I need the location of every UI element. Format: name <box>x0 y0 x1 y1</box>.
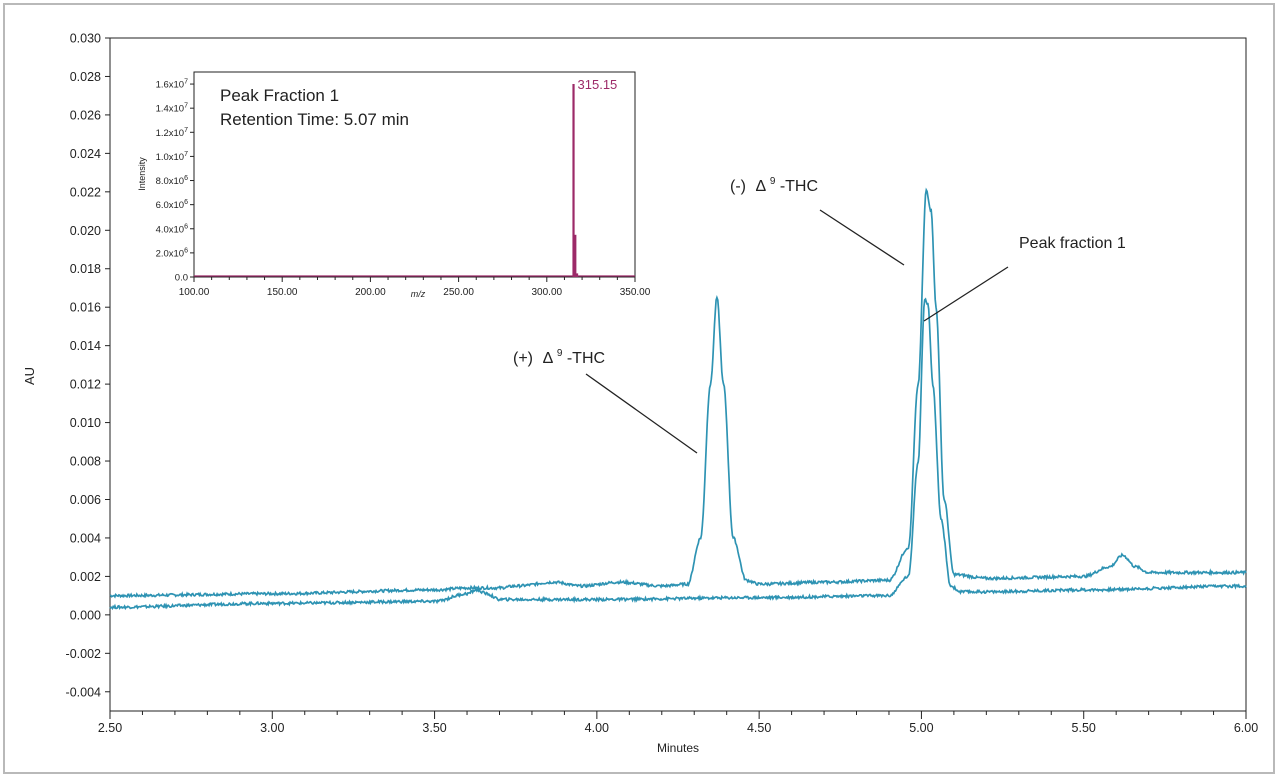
inset-x-tick-label: 350.00 <box>620 287 651 298</box>
main-y-tick-label: 0.008 <box>70 455 101 469</box>
annotation-plus-delta: Δ <box>543 350 554 367</box>
inset-y-tick-label: 2.0x106 <box>156 247 189 259</box>
main-x-tick-label: 4.00 <box>585 721 609 735</box>
figure-frame: -0.004 -0.002 0.000 0.002 0.004 0.006 0.008 0.0… <box>3 3 1275 774</box>
inset-y-tick-label: 4.0x106 <box>156 223 189 235</box>
annotation-plus-sup: 9 <box>557 348 563 359</box>
inset-y-tick-label: 1.2x107 <box>156 127 189 139</box>
main-series-group <box>109 187 1247 611</box>
inset-y-tick-base: 0.0 <box>175 273 188 284</box>
main-x-tick-label: 3.50 <box>422 721 446 735</box>
inset-y-tick-base: 2.0x10 <box>156 248 185 259</box>
main-x-axis-label: Minutes <box>657 741 699 755</box>
main-y-tick-label: -0.002 <box>66 647 101 661</box>
inset-y-tick-exp: 6 <box>184 175 188 182</box>
inset-x-axis: 100.00 150.00 200.00 250.00 300.00 350.00 <box>179 277 651 298</box>
main-y-tick-label: 0.028 <box>70 70 101 84</box>
inset-y-tick-exp: 7 <box>184 151 188 158</box>
inset-title-line1: Peak Fraction 1 <box>220 86 339 105</box>
main-x-tick-label: 5.00 <box>909 721 933 735</box>
main-y-tick-label: 0.026 <box>70 108 101 122</box>
main-x-tick-label: 5.50 <box>1072 721 1096 735</box>
annotation-minus-thc-text: -THC <box>780 178 818 195</box>
inset-y-axis: 0.02.0x1064.0x1066.0x1068.0x1061.0x1071.… <box>156 79 194 284</box>
inset-y-tick-exp: 6 <box>184 223 188 230</box>
main-y-tick-label: 0.002 <box>70 570 101 584</box>
inset-x-tick-label: 150.00 <box>267 287 298 298</box>
annotation-minus-delta: Δ <box>756 178 767 195</box>
main-y-tick-label: 0.030 <box>70 32 101 46</box>
main-series-line <box>109 297 1247 611</box>
annotation-minus-thc: (-) Δ 9 -THC <box>730 171 905 266</box>
inset-y-tick-base: 1.2x10 <box>156 128 185 139</box>
main-y-tick-label: 0.000 <box>70 608 101 622</box>
inset-y-tick-exp: 6 <box>184 247 188 254</box>
inset-peak-label: 315.15 <box>578 77 618 92</box>
inset-y-tick-label: 8.0x106 <box>156 175 189 187</box>
inset-mass-spectrum: 0.02.0x1064.0x1066.0x1068.0x1061.0x1071.… <box>137 55 651 301</box>
annotation-minus-leader <box>819 209 905 266</box>
inset-y-tick-exp: 6 <box>184 199 188 206</box>
inset-y-tick-base: 1.0x10 <box>156 152 185 163</box>
main-y-tick-label: 0.004 <box>70 531 101 545</box>
inset-y-tick-exp: 7 <box>184 103 188 110</box>
annotation-peak-fraction-leader <box>923 266 1009 322</box>
annotation-peak-fraction: Peak fraction 1 <box>923 235 1126 322</box>
chromatogram-chart: -0.004 -0.002 0.000 0.002 0.004 0.006 0.008 0.0… <box>22 32 1258 756</box>
inset-title-line2: Retention Time: 5.07 min <box>220 110 409 129</box>
main-y-tick-label: 0.024 <box>70 147 101 161</box>
inset-y-tick-label: 1.4x107 <box>156 103 189 115</box>
annotation-minus-prefix: (-) <box>730 178 746 195</box>
main-y-axis: -0.004 -0.002 0.000 0.002 0.004 0.006 0.008 0.0… <box>66 32 110 699</box>
inset-y-tick-base: 6.0x10 <box>156 200 185 211</box>
main-x-axis: 2.50 3.00 3.50 4.00 4.50 5.00 5.50 6.00 <box>98 711 1258 735</box>
annotation-plus-leader <box>585 373 698 454</box>
inset-y-tick-exp: 7 <box>184 79 188 86</box>
main-x-tick-label: 2.50 <box>98 721 122 735</box>
annotation-minus-sup: 9 <box>770 176 776 187</box>
inset-x-tick-label: 300.00 <box>532 287 563 298</box>
main-x-tick-label: 4.50 <box>747 721 771 735</box>
inset-y-tick-label: 1.0x107 <box>156 151 189 163</box>
inset-x-tick-label: 250.00 <box>443 287 474 298</box>
inset-y-tick-label: 0.0 <box>175 273 188 284</box>
main-x-tick-label: 6.00 <box>1234 721 1258 735</box>
inset-y-tick-exp: 7 <box>184 127 188 134</box>
main-y-tick-label: 0.006 <box>70 493 101 507</box>
main-y-axis-label: AU <box>22 367 37 385</box>
inset-y-tick-label: 6.0x106 <box>156 199 189 211</box>
inset-x-tick-label: 200.00 <box>355 287 386 298</box>
annotation-plus-prefix: (+) <box>513 350 533 367</box>
main-y-tick-label: 0.020 <box>70 224 101 238</box>
main-series-line <box>109 187 1247 599</box>
svg-text:(-) Δ 9 -THC: (-) Δ 9 -THC <box>730 171 818 195</box>
inset-y-axis-label: Intensity <box>137 157 147 191</box>
main-y-tick-label: 0.022 <box>70 185 101 199</box>
main-x-tick-label: 3.00 <box>260 721 284 735</box>
main-y-tick-label: 0.010 <box>70 416 101 430</box>
inset-y-tick-base: 4.0x10 <box>156 224 185 235</box>
inset-peaks-group: 315.15 <box>572 77 618 277</box>
annotation-plus-thc-text: -THC <box>567 350 605 367</box>
inset-x-axis-label: m/z <box>411 289 426 299</box>
inset-y-tick-base: 1.4x10 <box>156 104 185 115</box>
main-y-tick-label: 0.016 <box>70 301 101 315</box>
annotation-peak-fraction-text: Peak fraction 1 <box>1019 235 1126 252</box>
inset-y-tick-base: 1.6x10 <box>156 80 185 91</box>
annotation-plus-thc: (+) Δ 9 -THC <box>513 343 698 454</box>
main-y-tick-label: 0.014 <box>70 339 101 353</box>
inset-y-tick-base: 8.0x10 <box>156 176 185 187</box>
svg-text:(+) Δ 9 -THC: (+) Δ 9 -THC <box>513 343 605 367</box>
main-y-tick-label: 0.012 <box>70 378 101 392</box>
inset-x-tick-label: 100.00 <box>179 287 210 298</box>
inset-y-tick-label: 1.6x107 <box>156 79 189 91</box>
main-y-tick-label: 0.018 <box>70 262 101 276</box>
inset-plot-area <box>193 71 636 278</box>
main-y-tick-label: -0.004 <box>66 685 101 699</box>
